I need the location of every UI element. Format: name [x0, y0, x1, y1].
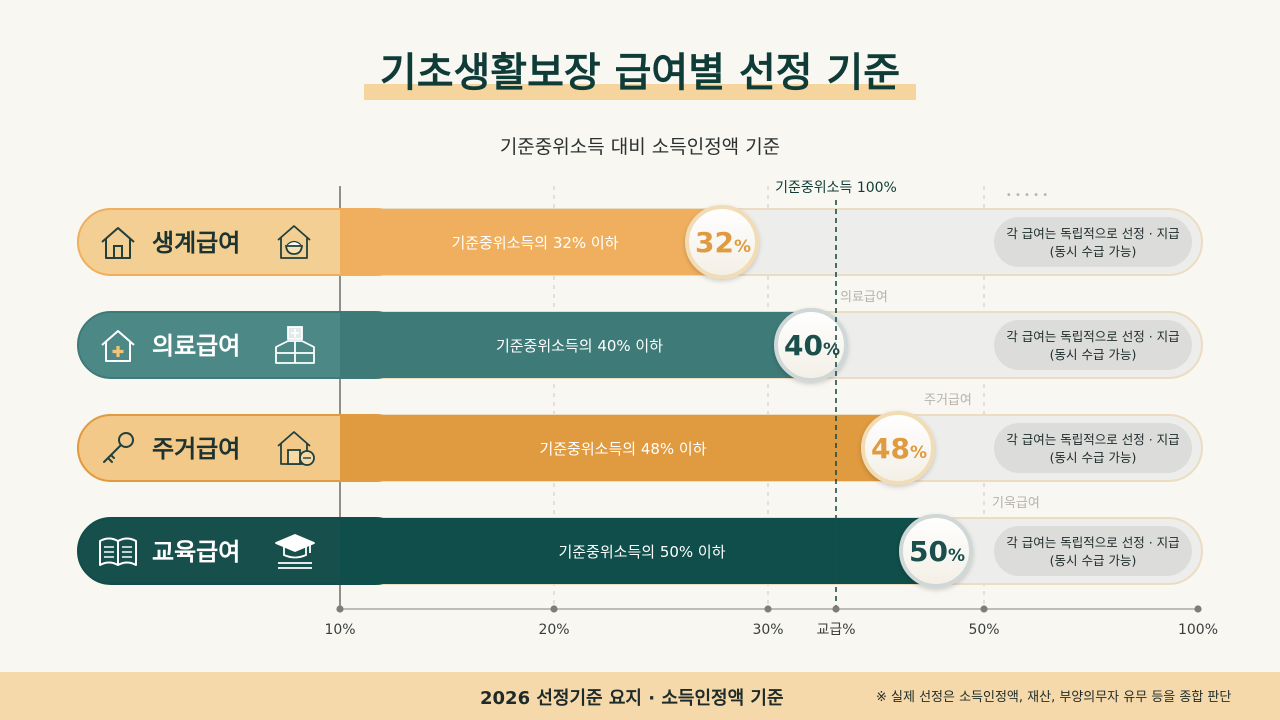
benefit-row: 생계급여 기준중위소득의 32% 이하 32% 각 급여는 독립적으로 선정 · 지급…	[77, 205, 1203, 279]
key-bow	[118, 432, 134, 448]
badge-circle	[685, 205, 759, 279]
side-note-line1: 각 급여는 독립적으로 선정 · 지급	[1006, 329, 1179, 344]
cap-top	[275, 534, 315, 552]
ellipsis-marker: • • • • •	[1006, 190, 1048, 201]
book-shape	[99, 537, 137, 566]
side-note-line2: (동시 수급 가능)	[1050, 450, 1137, 465]
value-bar	[340, 312, 811, 378]
title-highlight	[364, 84, 916, 100]
book-lines	[104, 546, 132, 558]
category-label: 의료급여	[152, 332, 240, 360]
badge-circle	[861, 411, 935, 485]
house-shape	[101, 330, 135, 362]
footer-summary: 2026 선정기준 요지 · 소득인정액 기준	[480, 688, 784, 709]
bar-value-label: 기준중위소득의 48% 이하	[539, 440, 706, 458]
house-door	[287, 449, 301, 465]
cap-base	[283, 547, 307, 559]
badge-unit: %	[910, 443, 927, 463]
side-note-line2: (동시 수급 가능)	[1050, 553, 1137, 568]
hospital-icon	[275, 326, 315, 364]
side-note-line1: 각 급여는 독립적으로 선정 · 지급	[1006, 535, 1179, 550]
x-tick-label: 10%	[324, 622, 355, 638]
benefit-row: 의료급여 기준중위소득의 40% 이하 40% 각 급여는 독립적으로 선정 · 지급…	[77, 308, 1203, 382]
key-shaft	[103, 444, 122, 463]
side-note-line2: (동시 수급 가능)	[1050, 347, 1137, 362]
medical-house-icon	[101, 330, 135, 362]
benefit-row: 주거급여 기준중위소득의 48% 이하 48% 각 급여는 독립적으로 선정 · 지급…	[77, 411, 1203, 485]
badge-number: 48	[871, 432, 910, 465]
badge-number: 50	[909, 535, 948, 568]
side-note-pill	[994, 526, 1192, 576]
book-icon	[99, 537, 137, 566]
title-container: 기초생활보장 급여별 선정 기준	[0, 40, 1280, 98]
x-tick-dot	[1194, 605, 1202, 613]
house-coin-icon	[277, 431, 315, 466]
x-tick-label: 교급%	[816, 622, 855, 638]
house-door	[113, 245, 123, 259]
house-icon	[101, 227, 135, 259]
x-tick-label: 100%	[1178, 622, 1218, 638]
category-label: 교육급여	[152, 538, 240, 566]
value-badge	[774, 308, 848, 382]
page-subtitle: 기준중위소득 대비 소득인정액 기준	[499, 136, 781, 158]
hospital-building	[275, 340, 315, 364]
badge-number: 32	[695, 226, 734, 259]
bowl-house	[277, 225, 311, 259]
graduation-cap-icon	[275, 534, 315, 569]
value-bar	[340, 415, 898, 481]
faint-label: 기욱급여	[992, 496, 1040, 511]
side-note-pill	[994, 423, 1192, 473]
page-title: 기초생활보장 급여별 선정 기준	[379, 50, 901, 96]
x-tick-label: 50%	[968, 622, 999, 638]
badge-number: 40	[784, 329, 823, 362]
badge-circle	[899, 514, 973, 588]
side-note-line1: 각 급여는 독립적으로 선정 · 지급	[1006, 226, 1179, 241]
bar-value-label: 기준중위소득의 40% 이하	[496, 337, 663, 355]
value-badge	[899, 514, 973, 588]
badge-unit: %	[823, 340, 840, 360]
badge-circle	[774, 308, 848, 382]
value-badge	[861, 411, 935, 485]
faint-label: 주거급여	[924, 393, 972, 408]
rice	[286, 240, 302, 246]
reference-line-label: 기준중위소득 100%	[775, 180, 897, 196]
x-axis: 10% 20% 30% 교급% 50% 100%	[324, 605, 1218, 638]
side-note-line2: (동시 수급 가능)	[1050, 244, 1137, 259]
badge-unit: %	[948, 546, 965, 566]
x-tick-dot	[764, 605, 772, 613]
value-bar	[340, 209, 722, 275]
faint-label: 의료급여	[840, 290, 888, 305]
side-note-pill	[994, 217, 1192, 267]
benefit-criteria-chart: • • • • • 생계급여 기준중위소득의 32% 이하 32% 각 급여는 독립적으…	[77, 180, 1218, 638]
x-tick-label: 20%	[538, 622, 569, 638]
key-icon	[103, 432, 134, 463]
footer-band	[0, 672, 1280, 720]
x-tick-dot	[832, 605, 840, 613]
badge-value: 48%	[871, 432, 927, 465]
badge-value: 32%	[695, 226, 751, 259]
side-note-pill	[994, 320, 1192, 370]
x-tick-dot	[980, 605, 988, 613]
x-tick-dot	[550, 605, 558, 613]
category-label: 생계급여	[152, 229, 240, 257]
value-badge	[685, 205, 759, 279]
hospital-cross	[291, 329, 299, 337]
book-stack	[278, 562, 312, 569]
benefit-row: 교육급여 기준중위소득의 50% 이하 50% 각 급여는 독립적으로 선정 · 지급…	[77, 514, 1203, 588]
badge-unit: %	[734, 237, 751, 257]
x-tick-label: 30%	[752, 622, 783, 638]
footer-note: ※ 실제 선정은 소득인정액, 재산, 부양의무자 유무 등을 종합 판단	[876, 690, 1232, 705]
bar-value-label: 기준중위소득의 50% 이하	[558, 543, 725, 561]
badge-value: 50%	[909, 535, 965, 568]
x-tick-dot	[336, 605, 344, 613]
bar-value-label: 기준중위소득의 32% 이하	[451, 234, 618, 252]
bowl	[284, 245, 304, 255]
category-label: 주거급여	[152, 435, 240, 463]
side-note-line1: 각 급여는 독립적으로 선정 · 지급	[1006, 432, 1179, 447]
medical-cross	[112, 346, 124, 357]
rice-bowl-icon	[277, 225, 311, 259]
